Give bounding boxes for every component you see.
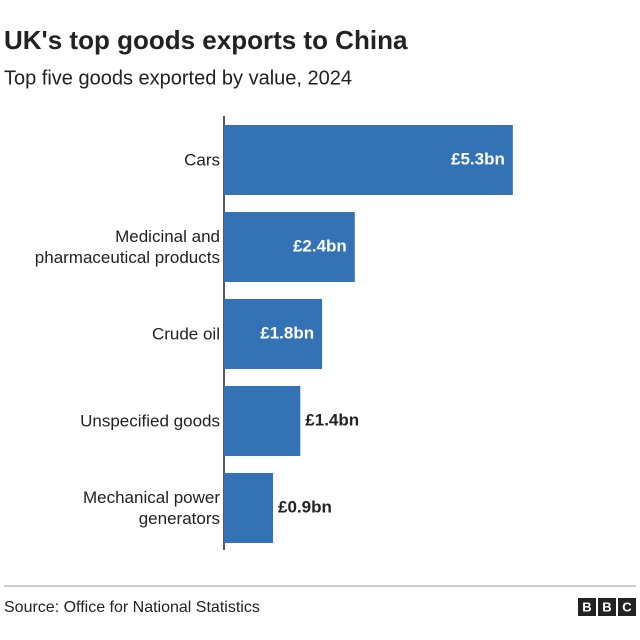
value-label: £1.8bn	[260, 323, 314, 342]
category-label: Mechanical power generators	[82, 488, 220, 528]
category-label: Crude oil	[151, 324, 220, 344]
bar	[224, 299, 323, 369]
category-label: Medicinal and pharmaceutical products	[34, 227, 220, 267]
value-label: £0.9bn	[278, 497, 332, 516]
logo-block	[578, 598, 596, 616]
bar	[224, 212, 355, 282]
bar	[224, 386, 301, 456]
category-label: Cars	[184, 150, 220, 170]
logo-letter: C	[622, 599, 632, 614]
bar	[224, 125, 513, 195]
bar	[224, 473, 274, 543]
chart-title: UK's top goods exports to China	[4, 25, 408, 55]
logo-letter: B	[602, 599, 611, 614]
logo-block	[618, 598, 636, 616]
source: Source: Office for National Statistics	[4, 599, 260, 616]
value-label: £2.4bn	[293, 236, 347, 255]
chart-subtitle: Top five goods exported by value, 2024	[4, 67, 352, 89]
category-label: Unspecified goods	[80, 411, 220, 431]
value-label: £1.4bn	[305, 410, 359, 429]
logo-block	[598, 598, 616, 616]
logo-letter: B	[582, 599, 591, 614]
value-label: £5.3bn	[451, 149, 505, 168]
